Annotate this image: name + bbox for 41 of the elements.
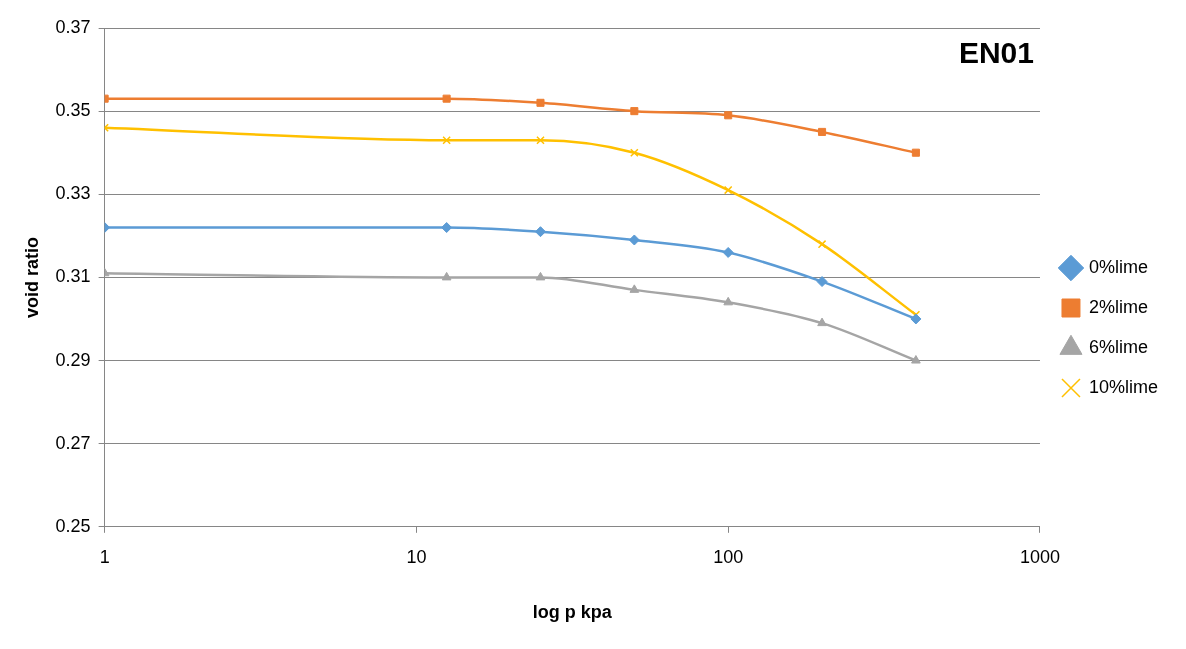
x-axis-title: log p kpa — [532, 602, 613, 623]
x-tick-label: 10 — [406, 546, 427, 567]
point — [630, 148, 639, 157]
point — [817, 239, 827, 249]
point — [724, 111, 733, 120]
chart-title: EN01 — [958, 36, 1034, 70]
point — [911, 355, 921, 364]
point — [817, 317, 827, 327]
point — [911, 148, 920, 157]
y-tick-label: 0.37 — [55, 16, 91, 37]
y-tick-label: 0.33 — [55, 183, 91, 204]
y-tick-label: 0.29 — [55, 349, 91, 370]
legend-label: 2%lime — [1088, 296, 1148, 317]
legend-label: 6%lime — [1088, 336, 1148, 357]
point — [628, 234, 640, 246]
point — [818, 127, 827, 136]
x-tick-label: 1 — [99, 546, 110, 567]
y-tick-label: 0.35 — [55, 100, 91, 121]
point — [441, 222, 453, 234]
point — [442, 94, 451, 103]
x-tick-label: 100 — [713, 546, 744, 567]
point — [910, 313, 922, 325]
legend-label: 0%lime — [1088, 256, 1148, 277]
point — [441, 271, 452, 281]
legend-label: 10%lime — [1088, 376, 1158, 397]
y-tick-label: 0.27 — [55, 432, 91, 453]
x-tick-label: 1000 — [1019, 546, 1060, 567]
y-axis-title: void ratio — [21, 236, 42, 318]
point — [536, 135, 545, 145]
y-tick-label: 0.25 — [55, 515, 91, 536]
point — [535, 271, 546, 281]
point — [536, 98, 545, 107]
point — [629, 284, 640, 293]
point — [723, 296, 734, 306]
y-tick-label: 0.31 — [55, 266, 91, 287]
point — [722, 246, 734, 258]
point — [534, 226, 546, 238]
point — [723, 185, 733, 195]
point — [442, 135, 451, 145]
point — [816, 276, 828, 288]
point — [630, 107, 639, 116]
